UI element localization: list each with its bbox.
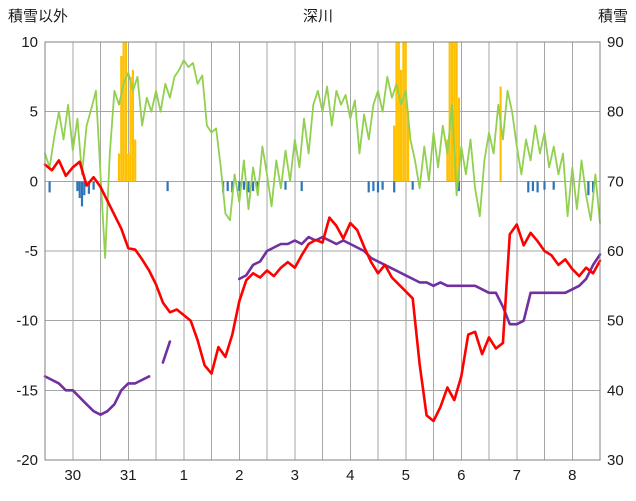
svg-text:30: 30 [64,467,81,484]
svg-text:7: 7 [513,467,521,484]
svg-text:60: 60 [607,243,624,260]
right-axis-title: 積雪 [597,8,628,25]
svg-text:10: 10 [21,34,38,51]
svg-text:4: 4 [346,467,354,484]
svg-text:31: 31 [120,467,137,484]
svg-text:1: 1 [180,467,188,484]
svg-text:-10: -10 [16,313,38,330]
svg-text:70: 70 [607,173,624,190]
svg-text:90: 90 [607,34,624,51]
svg-text:-15: -15 [16,382,38,399]
left-axis-title: 積雪以外 [8,8,69,25]
svg-text:40: 40 [607,382,624,399]
svg-text:6: 6 [457,467,465,484]
svg-text:80: 80 [607,104,624,121]
svg-text:-5: -5 [25,243,38,260]
svg-text:8: 8 [568,467,576,484]
svg-text:5: 5 [402,467,410,484]
svg-text:5: 5 [30,104,38,121]
svg-text:-20: -20 [16,452,38,469]
svg-text:30: 30 [607,452,624,469]
svg-text:50: 50 [607,313,624,330]
svg-text:2: 2 [235,467,243,484]
svg-text:3: 3 [291,467,299,484]
chart-title: 深川 [302,8,333,25]
svg-text:0: 0 [30,173,38,190]
